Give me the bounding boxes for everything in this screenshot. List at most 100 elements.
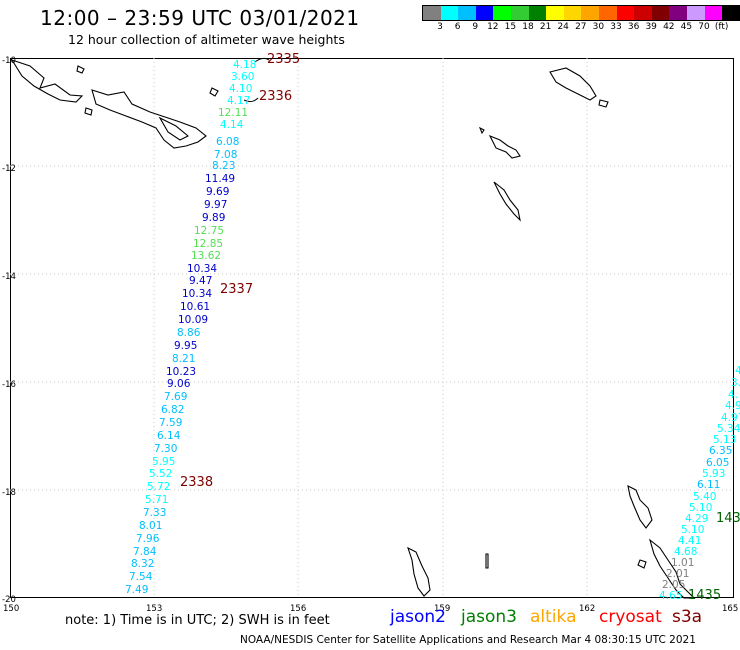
longitude-label: 153: [146, 604, 163, 614]
scale-swatch: [546, 6, 564, 20]
longitude-label: 162: [579, 604, 596, 614]
wave-height-value: 9.95: [174, 340, 198, 352]
scale-swatch: [616, 6, 635, 20]
wave-height-value: 7.59: [159, 417, 183, 429]
wave-height-value: 7.96: [136, 533, 160, 545]
scale-swatch: [458, 6, 476, 20]
wave-height-value: 4.65: [659, 590, 683, 602]
wave-height-value: 12.75: [194, 225, 225, 237]
longitude-label: 150: [3, 604, 20, 614]
scale-swatch: [423, 6, 441, 20]
scale-label: 21: [539, 22, 552, 32]
satellite-name-jason2: jason2: [390, 607, 446, 627]
wave-height-value: 10.34: [182, 288, 213, 300]
wave-height-value: 9.69: [206, 186, 230, 198]
scale-label: 9: [472, 22, 479, 32]
wave-height-value: 10.23: [166, 366, 197, 378]
pass-time-label: 2335: [267, 52, 301, 67]
wave-height-value: 5.13: [713, 434, 737, 446]
scale-swatch: [651, 6, 670, 20]
color-scale-legend: [422, 5, 740, 21]
scale-swatch: [510, 6, 529, 20]
pass-time-label: 2337: [220, 282, 254, 297]
latitude-label: -14: [2, 272, 16, 282]
scale-label: 27: [575, 22, 587, 32]
scale-label: (ft): [714, 22, 729, 32]
wave-height-value: 10.61: [180, 301, 211, 313]
latitude-label: -18: [2, 488, 16, 498]
wave-height-value: 10.09: [178, 314, 209, 326]
scale-label: 70: [698, 22, 710, 32]
scale-swatch: [598, 6, 617, 20]
satellite-name-jason3: jason3: [461, 607, 517, 627]
wave-height-value: 12.11: [218, 107, 249, 119]
wave-height-value: 2.01: [666, 568, 690, 580]
wave-height-value: 8.01: [139, 520, 163, 532]
scale-swatch: [440, 6, 459, 20]
pass-time-label: 2338: [180, 475, 214, 490]
wave-height-value: 4.97: [721, 412, 740, 424]
wave-height-value: 4.68: [674, 546, 698, 558]
scale-label: 24: [557, 22, 569, 32]
wave-height-value: 6.82: [161, 404, 185, 416]
longitude-label: 165: [722, 604, 739, 614]
longitude-label: 156: [290, 604, 307, 614]
scale-label: 30: [592, 22, 605, 32]
wave-height-value: 7.54: [129, 571, 153, 583]
scale-swatch: [581, 6, 599, 20]
grid-lines: [10, 58, 734, 598]
scale-label: 6: [454, 22, 461, 32]
wave-height-value: 4.: [728, 389, 739, 401]
wave-height-value: 9.97: [204, 199, 228, 211]
wave-height-value: 5.10: [681, 524, 705, 536]
wave-height-value: 9.06: [167, 378, 191, 390]
wave-height-value: 7.30: [154, 443, 178, 455]
scale-label: 45: [680, 22, 693, 32]
map-frame: [10, 58, 734, 598]
wave-height-value: 6.11: [697, 479, 721, 491]
scale-swatch: [563, 6, 582, 20]
scale-label: 18: [522, 22, 534, 32]
wave-height-value: 5.10: [689, 502, 713, 514]
wave-height-value: 3.60: [231, 71, 255, 83]
wave-height-value: 3.: [731, 377, 740, 389]
wave-height-value: 6.35: [709, 445, 733, 457]
latitude-label: -16: [2, 380, 16, 390]
scale-swatch: [634, 6, 652, 20]
pass-ticks: [243, 57, 270, 103]
wave-height-value: 11.49: [205, 173, 236, 185]
wave-height-value: 5.71: [145, 494, 169, 506]
wave-height-value: 6.05: [706, 457, 730, 469]
wave-height-value: 9.89: [202, 212, 226, 224]
wave-height-value: 4.9: [725, 400, 740, 412]
coastlines: [10, 58, 696, 599]
scale-label: 33: [610, 22, 622, 32]
latitude-label: -20: [2, 595, 16, 605]
scale-label: 15: [504, 22, 517, 32]
wave-height-value: 5.72: [147, 481, 171, 493]
wave-height-value: 1.01: [671, 557, 695, 569]
wave-height-value: 8.23: [212, 160, 236, 172]
wave-height-value: 10.34: [187, 263, 218, 275]
scale-swatch: [528, 6, 547, 20]
scale-swatch: [475, 6, 494, 20]
wave-height-value: 7.49: [125, 584, 149, 596]
wave-height-value: 6.14: [157, 430, 181, 442]
wave-height-value: 4.10: [229, 83, 253, 95]
map-subtitle: 12 hour collection of altimeter wave hei…: [68, 32, 345, 47]
scale-swatch: [686, 6, 705, 20]
wave-height-value: 4.18: [233, 59, 257, 71]
wave-height-value: 2.05: [662, 579, 686, 591]
wave-height-value: 7.33: [143, 507, 167, 519]
wave-height-value: 7.08: [214, 149, 238, 161]
pass-time-label: 143: [716, 511, 740, 526]
map-title: 12:00 – 23:59 UTC 03/01/2021: [40, 6, 360, 30]
wave-height-value: 7.84: [133, 546, 157, 558]
scale-label: 36: [627, 22, 640, 32]
wave-height-value: 5.40: [693, 491, 717, 503]
wave-height-value: 7.69: [164, 391, 188, 403]
scale-label: 39: [645, 22, 657, 32]
scale-swatch: [493, 6, 511, 20]
wave-height-value: 5.93: [702, 468, 726, 480]
